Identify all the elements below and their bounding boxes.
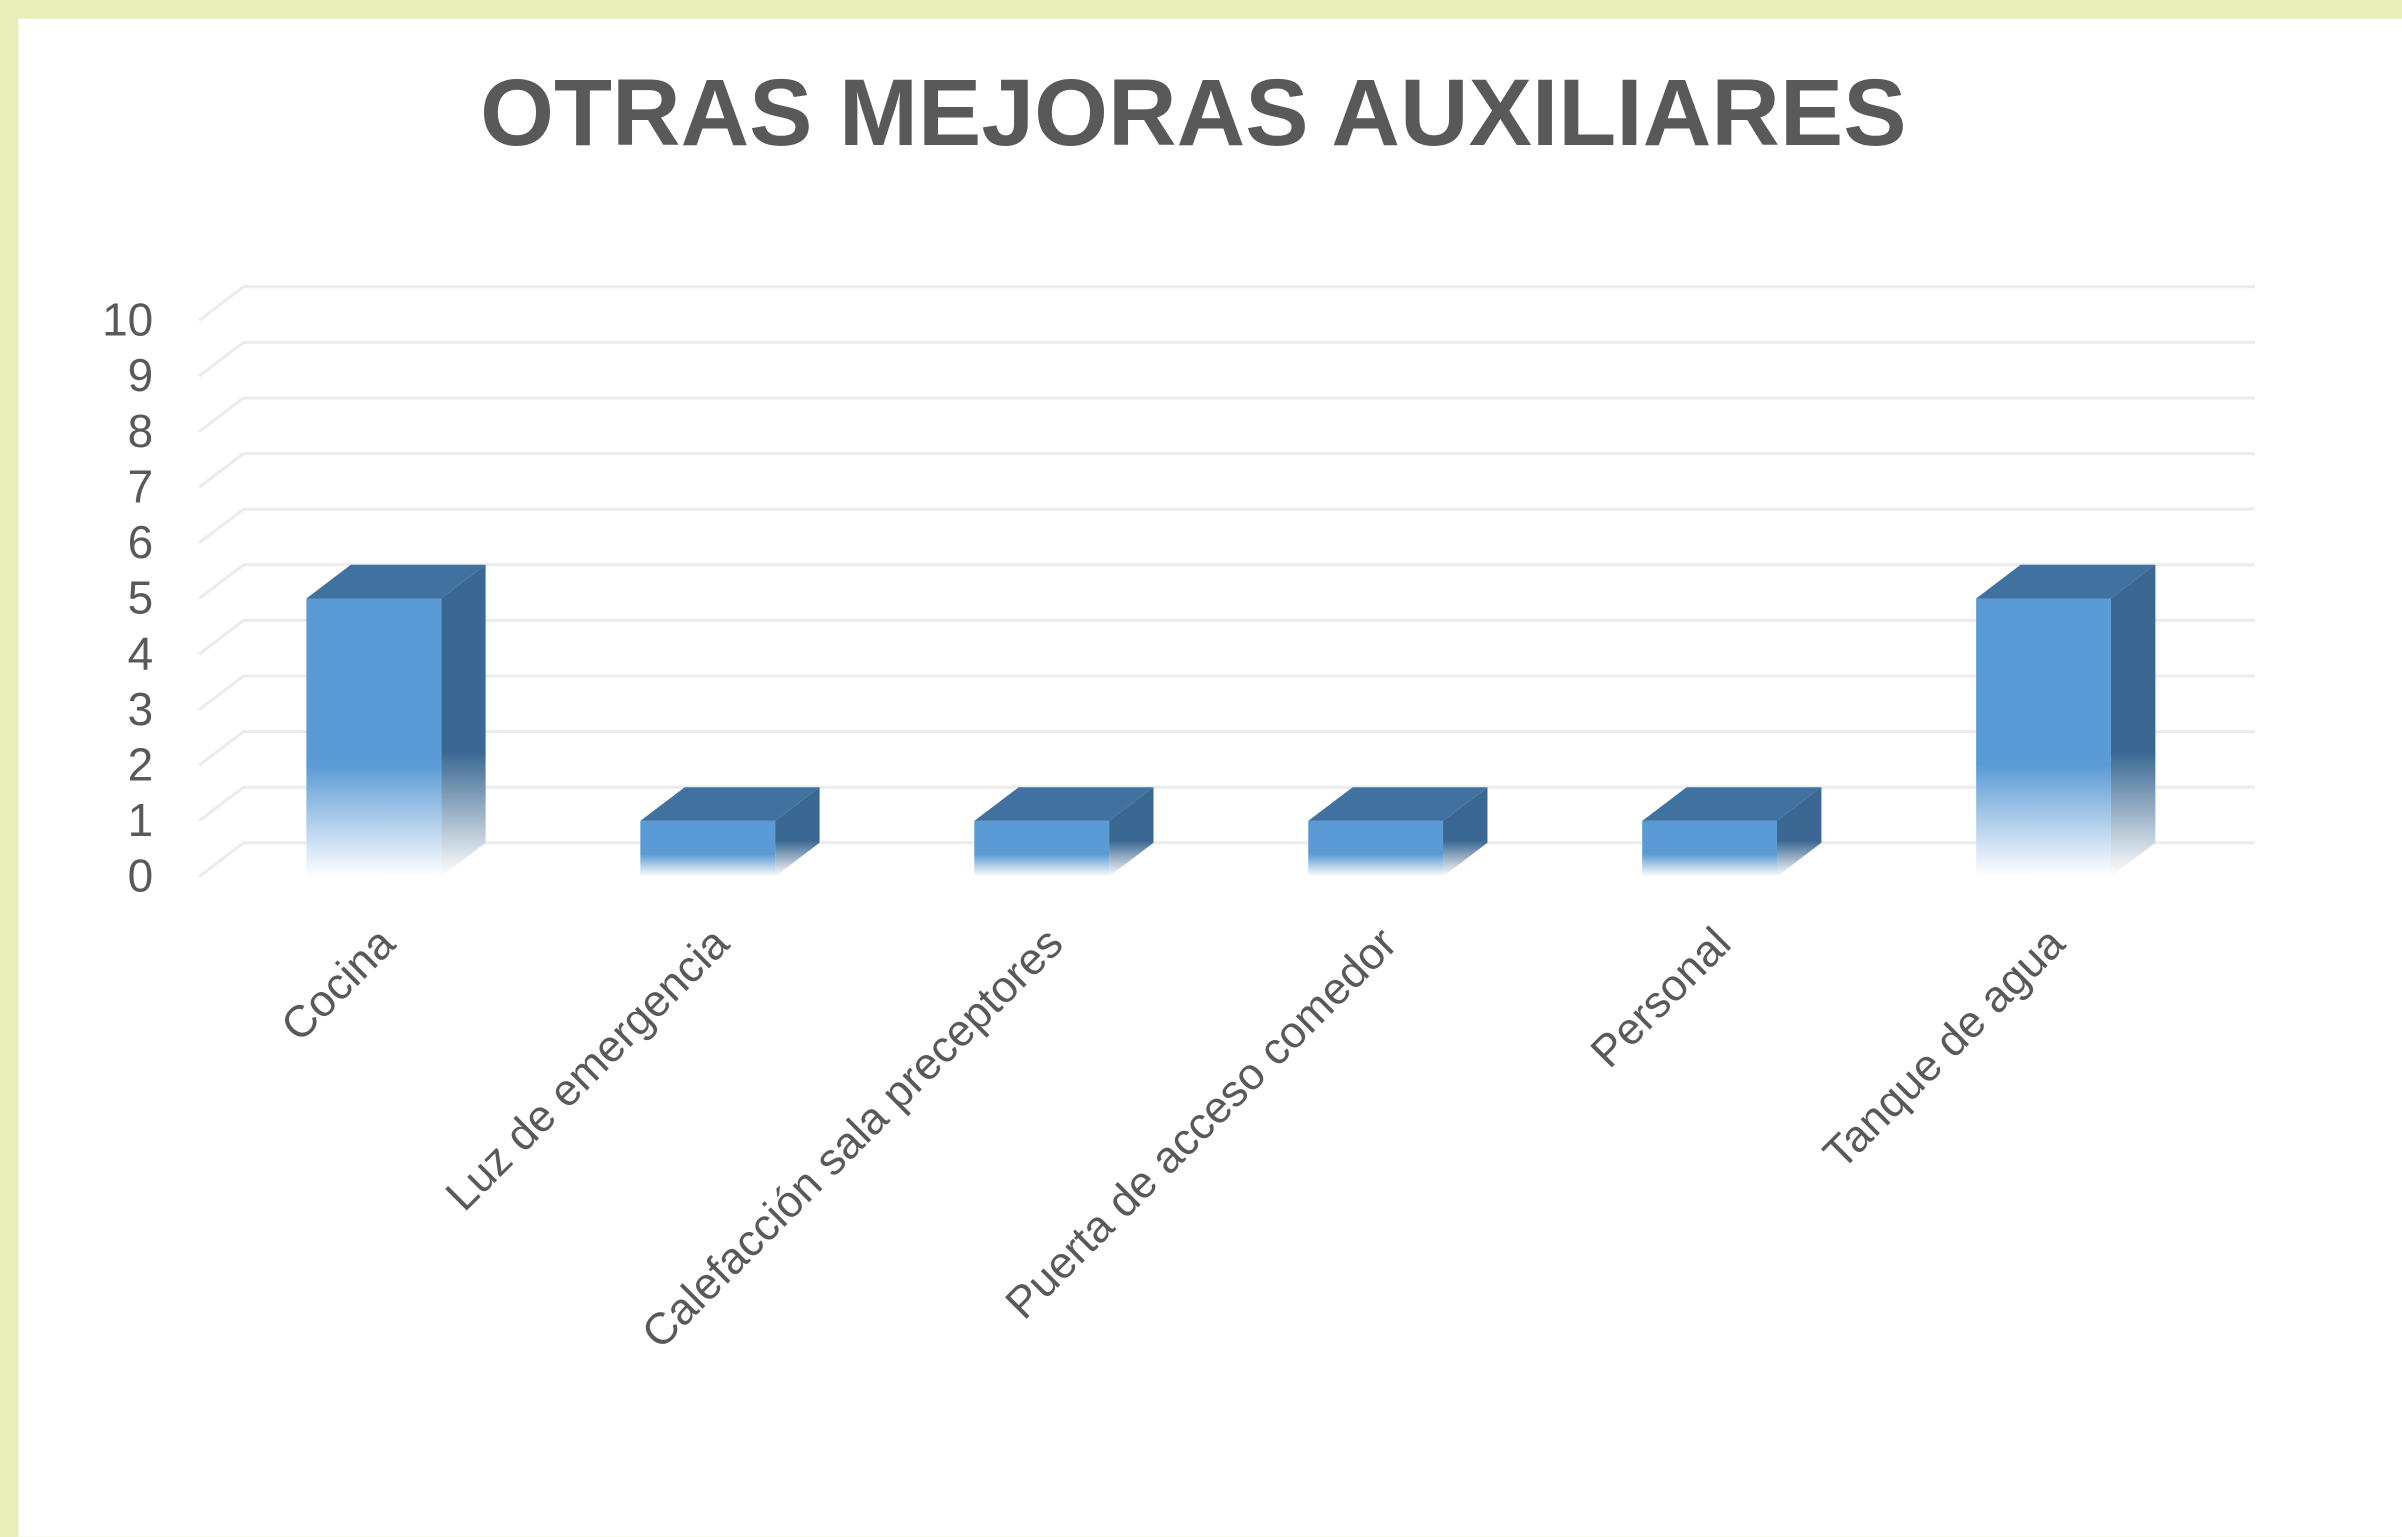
bar-side xyxy=(2110,564,2156,877)
grid-line xyxy=(198,452,2255,489)
grid-line xyxy=(198,674,2255,711)
y-tick-label: 5 xyxy=(128,572,154,624)
y-tick-label: 0 xyxy=(128,850,154,902)
bar xyxy=(974,787,1154,877)
bar-top xyxy=(1976,564,2156,599)
bar-top xyxy=(306,564,486,599)
y-tick-label: 3 xyxy=(128,683,154,735)
grid-line xyxy=(198,563,2255,600)
grid-line xyxy=(198,841,2255,878)
bar-front xyxy=(306,598,442,877)
bar-side xyxy=(775,787,820,877)
bar-side xyxy=(1109,787,1154,877)
grid-line xyxy=(198,618,2255,656)
chart-title: OTRAS MEJORAS AUXILIARES xyxy=(480,60,1906,166)
grid-line xyxy=(198,730,2255,767)
bar-front xyxy=(640,820,776,877)
y-tick-label: 6 xyxy=(128,516,154,568)
grid-line xyxy=(198,785,2255,823)
y-tick-label: 2 xyxy=(128,738,154,790)
bar xyxy=(1642,787,1822,877)
grid-line xyxy=(198,340,2255,378)
bar-side xyxy=(441,564,486,877)
grid-line xyxy=(198,507,2255,545)
bar xyxy=(640,787,820,877)
bar-front xyxy=(1642,820,1777,877)
bar-top xyxy=(974,787,1154,821)
y-tick-label: 1 xyxy=(128,794,154,846)
bar-front xyxy=(1308,820,1444,877)
bar-side xyxy=(1776,787,1822,877)
bar xyxy=(306,564,486,877)
bar-top xyxy=(1308,787,1488,821)
y-tick-label: 10 xyxy=(102,294,153,346)
grid-line xyxy=(198,285,2255,322)
bar-top xyxy=(1642,787,1822,821)
bar xyxy=(1308,787,1488,877)
bar-front xyxy=(1976,598,2111,877)
bar-side xyxy=(1443,787,1488,877)
y-tick-label: 7 xyxy=(128,460,154,512)
grid-line xyxy=(198,396,2255,433)
y-tick-label: 4 xyxy=(128,627,154,679)
y-tick-label: 8 xyxy=(128,405,154,457)
bar xyxy=(1976,564,2156,877)
bar-front xyxy=(974,820,1110,877)
y-tick-label: 9 xyxy=(128,349,154,401)
bar-top xyxy=(640,787,820,821)
